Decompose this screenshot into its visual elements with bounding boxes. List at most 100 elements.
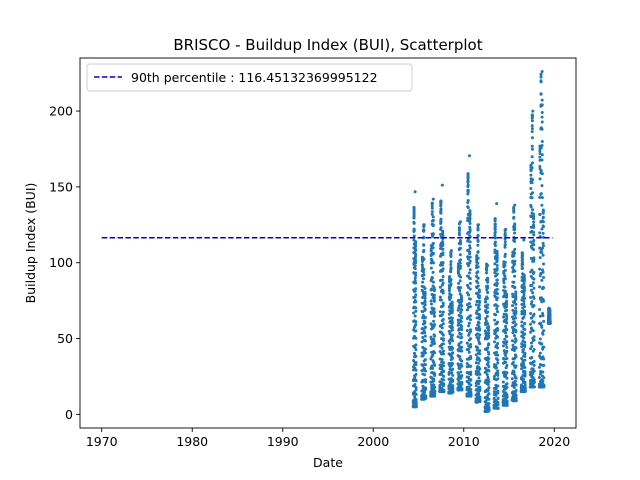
data-point (521, 324, 525, 328)
data-point (469, 373, 473, 377)
data-point (423, 347, 427, 351)
data-point (414, 385, 418, 389)
data-point (548, 321, 552, 325)
data-point (487, 357, 491, 361)
data-point (468, 216, 472, 220)
data-point (484, 317, 488, 321)
data-point (522, 282, 526, 286)
data-point (542, 319, 546, 323)
data-point (542, 286, 546, 290)
data-point (433, 389, 437, 393)
data-point (414, 300, 418, 304)
data-point (493, 222, 497, 226)
data-point (432, 293, 436, 297)
data-point (493, 227, 497, 231)
data-point (413, 190, 417, 194)
data-point (476, 256, 480, 260)
data-point (477, 325, 481, 329)
data-point (505, 299, 509, 303)
data-point (531, 178, 535, 182)
data-point (539, 192, 543, 196)
data-point (530, 356, 534, 360)
data-point (477, 392, 481, 396)
data-point (493, 225, 497, 229)
data-point (540, 140, 544, 144)
data-point (503, 234, 507, 238)
data-point (441, 281, 445, 285)
data-point (531, 281, 535, 285)
data-point (485, 306, 489, 310)
data-point (442, 364, 446, 368)
data-point (450, 316, 454, 320)
data-point (438, 310, 442, 314)
data-point (538, 337, 542, 341)
data-point (414, 343, 418, 347)
data-point (451, 373, 455, 377)
data-point (476, 243, 480, 247)
plot-frame (79, 57, 577, 429)
data-point (412, 211, 416, 215)
data-point (538, 155, 542, 159)
data-point (532, 348, 536, 352)
data-point (495, 296, 499, 300)
data-point (512, 386, 516, 390)
data-point (530, 136, 534, 140)
data-point (532, 312, 536, 316)
data-point (495, 307, 499, 311)
data-point (414, 354, 418, 358)
data-point (532, 296, 536, 300)
data-point (477, 301, 481, 305)
data-point (538, 308, 542, 312)
data-point (414, 306, 418, 310)
data-point (514, 364, 518, 368)
data-point (493, 236, 497, 240)
data-point (495, 281, 499, 285)
data-point (423, 339, 427, 343)
data-point (493, 230, 497, 234)
data-point (541, 270, 545, 274)
data-point (502, 294, 506, 298)
data-point (505, 376, 509, 380)
data-point (503, 277, 507, 281)
data-point (493, 340, 497, 344)
data-point (412, 215, 416, 219)
data-point (467, 321, 471, 325)
data-point (493, 240, 497, 244)
y-tick-label: 200 (49, 104, 73, 119)
data-point (421, 277, 425, 281)
data-point (449, 251, 453, 255)
data-point (539, 92, 543, 96)
data-point (477, 321, 481, 325)
data-point (542, 357, 546, 361)
data-point (439, 208, 443, 212)
data-point (540, 172, 544, 176)
data-point (478, 379, 482, 383)
data-point (487, 352, 491, 356)
data-point (522, 336, 526, 340)
data-point (486, 303, 490, 307)
data-point (438, 349, 442, 353)
data-point (505, 321, 509, 325)
data-point (505, 399, 509, 403)
data-point (510, 377, 514, 381)
data-point (478, 389, 482, 393)
data-point (429, 266, 433, 270)
data-point (492, 375, 496, 378)
data-point (540, 196, 544, 200)
data-point (412, 234, 416, 238)
data-point (466, 199, 470, 202)
data-point (422, 223, 426, 227)
data-point (541, 209, 545, 213)
data-point (441, 267, 445, 271)
data-point (514, 297, 518, 301)
data-point (522, 361, 526, 365)
data-point (485, 373, 489, 377)
data-point (451, 339, 454, 343)
data-point (538, 274, 542, 278)
data-point (532, 223, 536, 227)
data-point (478, 328, 482, 332)
data-point (529, 256, 533, 260)
data-point (423, 286, 427, 290)
data-point (422, 273, 426, 277)
data-point (414, 378, 418, 382)
